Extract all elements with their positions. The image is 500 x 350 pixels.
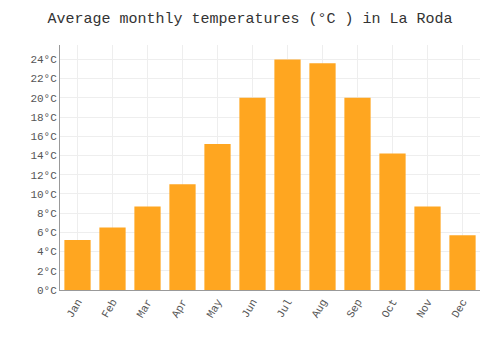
svg-text:4°C: 4°C	[37, 246, 57, 258]
svg-text:2°C: 2°C	[37, 266, 57, 278]
svg-text:May: May	[205, 297, 225, 320]
svg-text:Aug: Aug	[310, 297, 330, 320]
svg-text:22°C: 22°C	[30, 73, 57, 85]
svg-text:Jul: Jul	[275, 297, 295, 320]
svg-text:18°C: 18°C	[30, 112, 57, 124]
svg-text:Average monthly temperatures (: Average monthly temperatures (°C ) in La…	[47, 11, 452, 28]
svg-text:16°C: 16°C	[30, 131, 57, 143]
svg-text:6°C: 6°C	[37, 227, 57, 239]
svg-text:Jun: Jun	[240, 297, 260, 320]
svg-text:Mar: Mar	[135, 297, 155, 320]
svg-text:Nov: Nov	[415, 297, 435, 320]
svg-text:0°C: 0°C	[37, 285, 57, 297]
svg-text:Feb: Feb	[100, 297, 120, 320]
svg-text:12°C: 12°C	[30, 170, 57, 182]
svg-text:Apr: Apr	[170, 297, 190, 320]
svg-text:8°C: 8°C	[37, 208, 57, 220]
svg-text:Jan: Jan	[65, 297, 85, 320]
svg-text:10°C: 10°C	[30, 189, 57, 201]
svg-text:20°C: 20°C	[30, 93, 57, 105]
svg-text:24°C: 24°C	[30, 54, 57, 66]
svg-text:Sep: Sep	[345, 297, 365, 320]
svg-text:14°C: 14°C	[30, 150, 57, 162]
svg-text:Dec: Dec	[450, 297, 470, 320]
svg-text:Oct: Oct	[380, 297, 400, 320]
